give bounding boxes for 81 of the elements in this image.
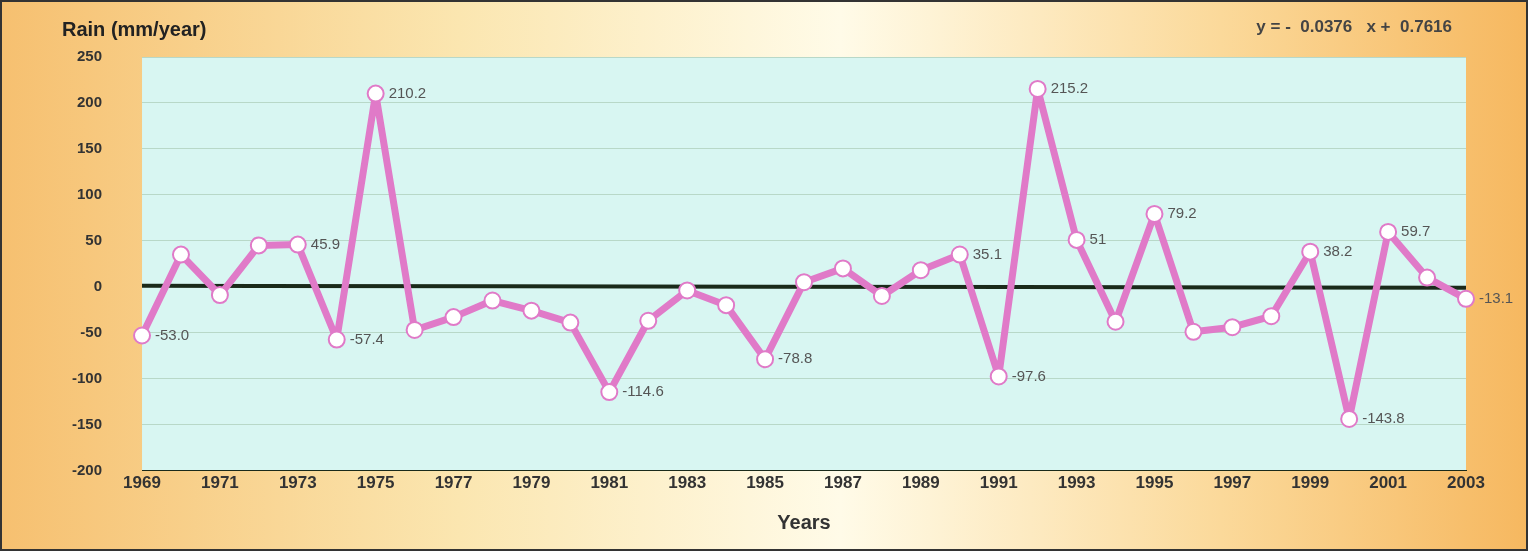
x-tick-label: 1971 [200, 473, 239, 493]
y-tick-label: -150 [71, 414, 103, 432]
x-tick-label: 1975 [356, 473, 395, 493]
point [717, 296, 736, 315]
point [444, 308, 463, 327]
data-label: -143.8 [1362, 409, 1405, 427]
point [795, 273, 814, 292]
x-tick-label: 1981 [590, 473, 629, 493]
x-tick-label: 1991 [979, 473, 1018, 493]
data-label: 215.2 [1050, 79, 1089, 97]
x-tick-label: 1987 [824, 473, 862, 493]
point [1028, 79, 1047, 98]
text: y = - 0.0376 x + 0.7616 [1256, 16, 1452, 36]
point [639, 311, 658, 330]
y-tick-label: 150 [76, 139, 103, 157]
point [1184, 322, 1203, 341]
point [366, 84, 385, 103]
point [600, 383, 619, 402]
point [1379, 222, 1398, 241]
data-label: 38.2 [1323, 241, 1353, 259]
point [1067, 230, 1086, 249]
point [1301, 242, 1320, 261]
point [1106, 312, 1125, 331]
data-label: 51 [1089, 230, 1107, 248]
y-tick-label: -200 [71, 460, 103, 478]
point [171, 245, 190, 264]
data-label: -97.6 [1011, 366, 1046, 384]
x-tick-label: 2003 [1447, 473, 1485, 493]
point [678, 281, 697, 300]
point [756, 350, 775, 369]
data-label: 79.2 [1167, 204, 1197, 222]
data-label: -53.0 [155, 325, 190, 343]
point [989, 367, 1008, 386]
point [561, 313, 580, 332]
x-tick-label: 1999 [1291, 473, 1330, 493]
data-label: -57.4 [349, 329, 384, 347]
point [483, 291, 502, 310]
point [522, 301, 541, 320]
x-tick-label: 1983 [668, 473, 707, 493]
point [327, 330, 346, 349]
point [133, 326, 152, 345]
point [288, 235, 307, 254]
data-label: 59.7 [1401, 222, 1431, 240]
y-axis-title: Rain (mm/year) [62, 17, 207, 40]
x-tick-label: 1995 [1135, 473, 1174, 493]
data-label: -78.8 [778, 349, 813, 367]
point [1340, 409, 1359, 428]
point [911, 261, 930, 280]
data-label: 45.9 [310, 234, 340, 252]
y-tick-label: 250 [76, 47, 103, 65]
point [1223, 318, 1242, 337]
point [1145, 204, 1164, 223]
data-label: -114.6 [622, 382, 664, 400]
x-tick-label: 1989 [901, 473, 940, 493]
x-tick-label: 1969 [123, 473, 161, 493]
x-tick-label: 1977 [434, 473, 473, 493]
x-tick-label: 1985 [746, 473, 784, 493]
point [1457, 289, 1475, 308]
x-tick-label: 1993 [1057, 473, 1096, 493]
y-tick-label: 200 [76, 93, 103, 111]
y-tick-label: 0 [93, 276, 103, 294]
point [833, 259, 852, 278]
x-tick-label: 2001 [1369, 473, 1408, 493]
x-tick-label: 1979 [512, 473, 551, 493]
point [950, 245, 969, 264]
point [1262, 307, 1281, 326]
point [872, 286, 891, 305]
data-label: 210.2 [388, 83, 427, 101]
y-tick-label: -100 [71, 368, 103, 386]
x-axis-title: Years [777, 510, 831, 533]
x-tick-label: 1973 [278, 473, 317, 493]
y-tick-label: -50 [80, 322, 103, 340]
y-tick-label: 100 [76, 185, 103, 203]
point [249, 236, 268, 255]
point [405, 320, 424, 339]
x-tick-label: 1997 [1213, 473, 1252, 493]
data-label: 35.1 [972, 244, 1002, 262]
point [1418, 268, 1437, 287]
y-tick-label: 50 [85, 230, 103, 248]
data-label: -13.1 [1479, 288, 1514, 306]
point [210, 286, 229, 305]
